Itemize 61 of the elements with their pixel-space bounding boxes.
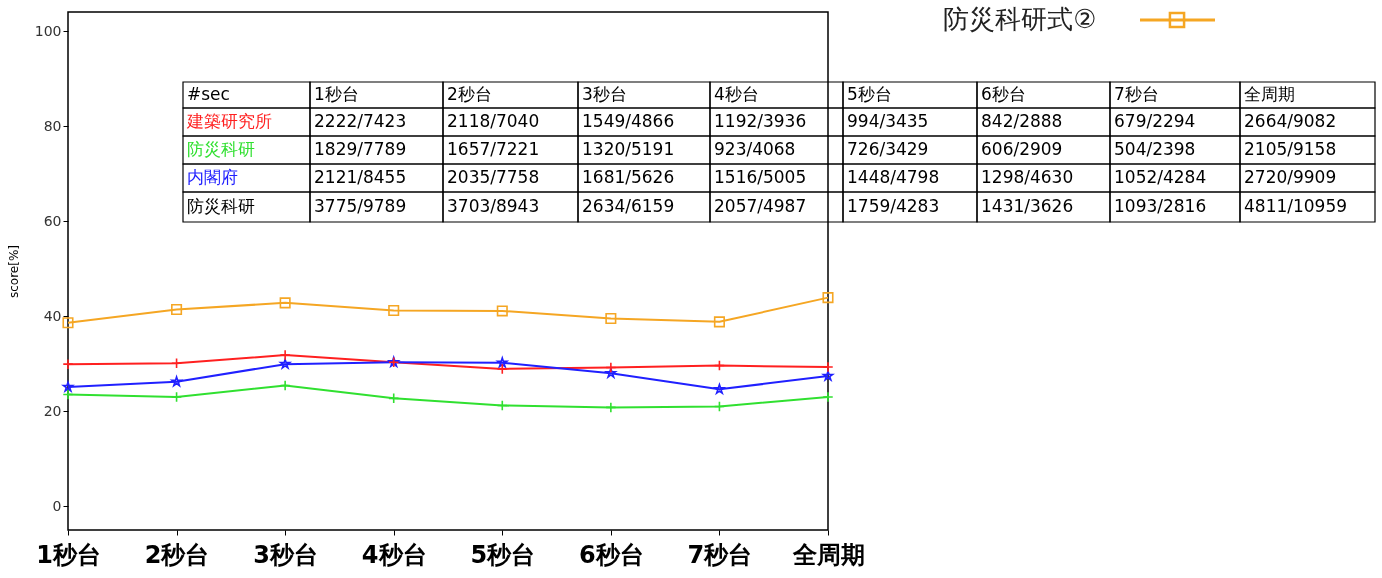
category-label: 全周期 <box>1244 84 1295 104</box>
x-tick-label: 全周期 <box>791 540 865 569</box>
text: 1298/4630 <box>981 167 1074 187</box>
annotation: 923/4068 <box>714 139 796 159</box>
y-tick-label: 0 <box>52 497 62 514</box>
text: 1431/3626 <box>981 196 1074 216</box>
text: 504/2398 <box>1114 139 1196 159</box>
annotation: 1192/3936 <box>714 111 807 131</box>
x-tick-label: 2秒台 <box>144 540 210 569</box>
y-tick-label: 40 <box>43 307 62 324</box>
category-label: 4秒台 <box>714 84 759 104</box>
annotation: 2118/7040 <box>447 111 540 131</box>
text: 1759/4283 <box>847 196 940 216</box>
y-tick-label: 100 <box>34 22 62 39</box>
annotation: 2035/7758 <box>447 167 540 187</box>
text: 内閣府 <box>187 167 238 187</box>
x-tick-label: 4秒台 <box>361 540 427 569</box>
x-tick-label: 6秒台 <box>579 540 644 569</box>
category-label: 1秒台 <box>314 84 359 104</box>
text: 建築研究所 <box>186 111 272 131</box>
x-tick-label: 1秒台 <box>36 540 101 569</box>
legend-label: 防災科研式② <box>943 4 1097 34</box>
category-label: 7秒台 <box>1114 84 1159 104</box>
annotation: 2121/8455 <box>314 167 407 187</box>
text: 994/3435 <box>847 111 929 131</box>
annotation: 1657/7221 <box>447 139 540 159</box>
text: 842/2888 <box>981 111 1063 131</box>
annotation: 3703/8943 <box>447 196 540 216</box>
text: 1052/4284 <box>1114 167 1207 187</box>
category-label: 6秒台 <box>981 84 1026 104</box>
y-tick-label: 60 <box>43 212 62 229</box>
text: 726/3429 <box>847 139 929 159</box>
text: 防災科研 <box>187 139 255 159</box>
annotation: 2222/7423 <box>314 111 407 131</box>
annotation: 1320/5191 <box>582 139 675 159</box>
x-tick-label: 3秒台 <box>253 540 318 569</box>
text: 1448/4798 <box>847 167 940 187</box>
text: 2664/9082 <box>1244 111 1337 131</box>
annotation: 防災科研 <box>187 196 255 216</box>
category-label: 3秒台 <box>582 84 627 104</box>
text: 4811/10959 <box>1244 196 1348 216</box>
annotation: 1549/4866 <box>582 111 675 131</box>
annotation: #sec <box>187 84 230 104</box>
annotation: 1681/5626 <box>582 167 675 187</box>
annotation: 1829/7789 <box>314 139 407 159</box>
category-label: 5秒台 <box>847 84 892 104</box>
category-label: 2秒台 <box>447 84 492 104</box>
text: 606/2909 <box>981 139 1063 159</box>
annotation: 3775/9789 <box>314 196 407 216</box>
annotation: 2634/6159 <box>582 196 675 216</box>
x-tick-label: 7秒台 <box>687 540 753 569</box>
annotation: 1516/5005 <box>714 167 807 187</box>
y-axis-title: score[%] <box>6 244 21 299</box>
text: 2105/9158 <box>1244 139 1337 159</box>
x-tick-label: 5秒台 <box>470 540 536 569</box>
y-tick-label: 20 <box>43 402 62 419</box>
text: 679/2294 <box>1114 111 1196 131</box>
text: 1093/2816 <box>1114 196 1207 216</box>
text: 2720/9909 <box>1244 167 1337 187</box>
annotation: 2057/4987 <box>714 196 807 216</box>
y-tick-label: 80 <box>43 117 62 134</box>
